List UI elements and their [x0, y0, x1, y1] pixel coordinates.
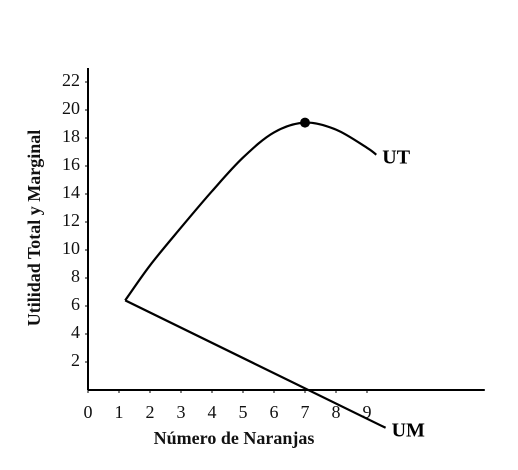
line-0: [124, 121, 377, 302]
y-tick-label: 4: [71, 322, 80, 342]
y-axis-label: Utilidad Total y Marginal: [24, 130, 44, 327]
x-tick-label: 7: [301, 402, 310, 422]
series-label: UM: [392, 419, 425, 441]
x-tick-label: 8: [332, 402, 341, 422]
x-tick-label: 9: [363, 402, 372, 422]
y-tick-label: 10: [62, 238, 80, 258]
x-tick-label: 1: [115, 402, 124, 422]
y-tick-label: 8: [71, 266, 80, 286]
y-tick-label: 18: [62, 126, 80, 146]
x-axis-label: Número de Naranjas: [154, 428, 315, 448]
y-tick-label: 6: [71, 294, 80, 314]
x-tick-label: 2: [146, 402, 155, 422]
x-tick-label: 0: [84, 402, 93, 422]
series-label: UT: [382, 146, 410, 168]
x-tick-label: 5: [239, 402, 248, 422]
y-tick-label: 22: [62, 70, 80, 90]
line-1: [124, 299, 387, 429]
y-tick-label: 12: [62, 210, 80, 230]
peak-point: [300, 117, 310, 128]
y-tick-label: 14: [62, 182, 80, 202]
x-tick-label: 4: [208, 402, 217, 422]
y-tick-label: 16: [62, 154, 80, 174]
x-tick-label: 6: [270, 402, 279, 422]
x-tick-label: 3: [177, 402, 186, 422]
y-tick-label: 2: [71, 350, 80, 370]
y-tick-label: 20: [62, 98, 80, 118]
